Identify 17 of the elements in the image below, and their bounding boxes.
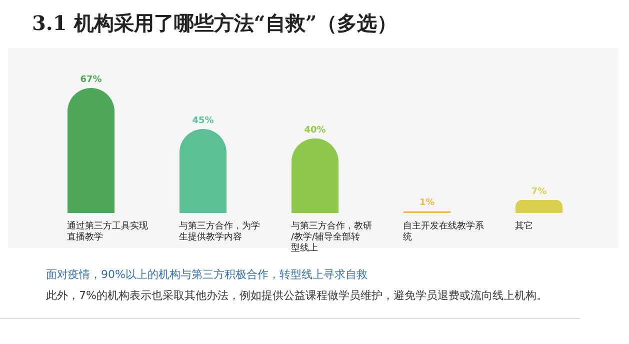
x-tick-label: 其它 xyxy=(515,220,533,232)
x-tick-label: 与第三方合作，教研/教学/辅导全部转型线上 xyxy=(291,220,372,254)
data-label: 45% xyxy=(192,116,214,126)
bar xyxy=(291,138,339,213)
bar xyxy=(179,129,227,213)
chart-title: 3.1 机构采用了哪些方法“自救”（多选） xyxy=(32,10,397,37)
text: 此外，7%的机构表示也采取其他办法，例如提供公益课程做学员维护，避免学员退费或流向线上机构。 xyxy=(46,288,548,304)
data-label: 40% xyxy=(304,125,326,136)
x-tick-label: 与第三方合作，为学生提供教学内容 xyxy=(179,220,260,242)
bar xyxy=(67,88,115,213)
data-label: 7% xyxy=(531,186,547,197)
bar xyxy=(515,200,563,213)
data-label: 1% xyxy=(419,198,435,208)
x-tick-label: 自主开发在线教学系统 xyxy=(403,220,484,242)
text: 面对疫情，90%以上的机构与第三方积极合作，转型线上寻求自救 xyxy=(46,267,368,283)
data-label: 67% xyxy=(80,75,102,85)
x-tick-label: 通过第三方工具实现直播教学 xyxy=(67,220,148,242)
